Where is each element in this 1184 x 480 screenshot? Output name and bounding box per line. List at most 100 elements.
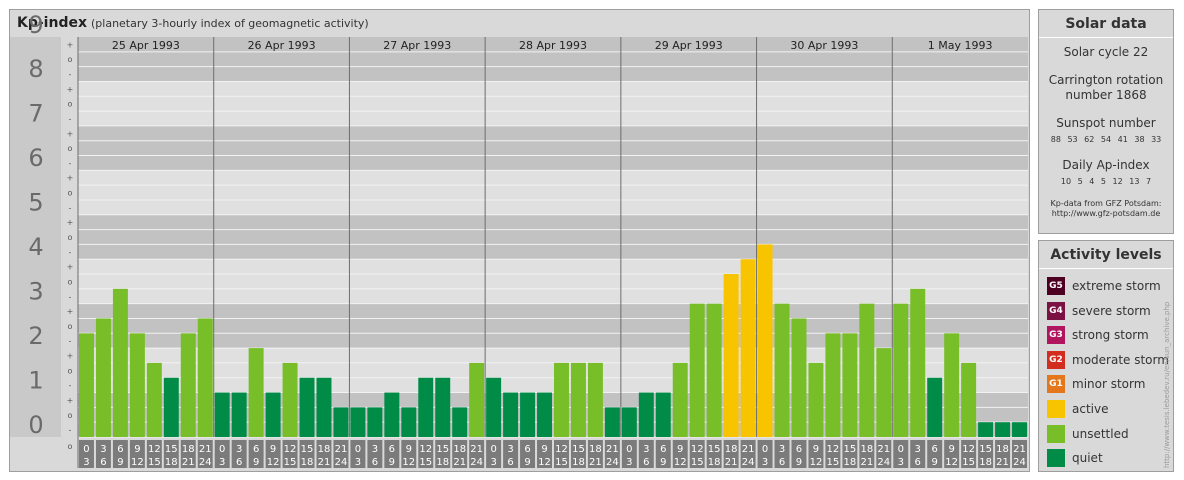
- interval-end-label: 6: [779, 457, 785, 468]
- interval-start-label: 6: [932, 444, 938, 455]
- interval-end-label: 9: [389, 457, 395, 468]
- interval-end-label: 12: [538, 457, 551, 468]
- interval-end-label: 3: [762, 457, 768, 468]
- interval-cell: [791, 440, 807, 468]
- kp-bar: [401, 407, 417, 437]
- interval-start-label: 12: [691, 444, 704, 455]
- kp-band: [78, 214, 1028, 260]
- y-axis-column: [10, 37, 61, 437]
- interval-end-label: 21: [996, 457, 1009, 468]
- interval-cell: [672, 440, 688, 468]
- interval-cell: [95, 440, 111, 468]
- legend-label: extreme storm: [1072, 279, 1161, 293]
- interval-cell: [859, 440, 875, 468]
- interval-start-label: 9: [948, 444, 954, 455]
- interval-end-label: 9: [796, 457, 802, 468]
- interval-end-label: 6: [915, 457, 921, 468]
- kp-bar: [808, 362, 824, 437]
- kp-bar: [825, 333, 841, 437]
- interval-cell: [435, 440, 451, 468]
- interval-end-label: 24: [742, 457, 755, 468]
- interval-end-label: 21: [725, 457, 738, 468]
- kp-band: [78, 81, 1028, 126]
- interval-end-label: 15: [555, 457, 568, 468]
- kp-bar: [570, 362, 586, 437]
- interval-cell: [163, 440, 179, 468]
- legend-swatch: G1: [1047, 375, 1065, 394]
- interval-cell: [655, 440, 671, 468]
- interval-end-label: 12: [810, 457, 823, 468]
- y-minor-tick-label: +: [67, 129, 74, 138]
- y-tick-label: 1: [28, 366, 43, 394]
- y-minor-tick-label: o: [68, 100, 73, 109]
- y-tick-label: 6: [28, 144, 43, 172]
- y-minor-tick-label: +: [67, 352, 74, 361]
- interval-start-label: 9: [813, 444, 819, 455]
- interval-cell: [367, 440, 383, 468]
- y-minor-tick-label: -: [69, 292, 72, 301]
- interval-cell: [112, 440, 128, 468]
- interval-cell: [129, 440, 145, 468]
- interval-start-label: 15: [979, 444, 992, 455]
- interval-cell: [570, 440, 586, 468]
- interval-start-label: 12: [284, 444, 297, 455]
- kp-bar: [927, 377, 943, 437]
- kp-bar: [435, 377, 451, 437]
- y-tick-label: 8: [28, 55, 43, 83]
- carrington-rotation-label: Carrington rotation: [1048, 73, 1164, 87]
- y-minor-tick-label: o: [68, 411, 73, 420]
- legend-label: moderate storm: [1072, 352, 1169, 367]
- kp-bar: [774, 303, 790, 437]
- interval-cell: [1012, 440, 1027, 468]
- y-minor-tick-label: +: [67, 307, 74, 316]
- interval-start-label: 21: [742, 444, 755, 455]
- interval-end-label: 18: [708, 457, 721, 468]
- interval-end-label: 21: [182, 457, 195, 468]
- interval-start-label: 12: [962, 444, 975, 455]
- interval-end-label: 24: [335, 457, 348, 468]
- interval-cell: [927, 440, 943, 468]
- interval-end-label: 24: [470, 457, 483, 468]
- day-label: 27 Apr 1993: [383, 39, 451, 52]
- interval-cell: [469, 440, 485, 468]
- kp-bar: [333, 407, 349, 437]
- interval-cell: [825, 440, 841, 468]
- solar-data-panel: Solar data Solar cycle 22 Carrington rot…: [1038, 9, 1174, 234]
- interval-end-label: 6: [507, 457, 513, 468]
- legend-item: G3 strong storm: [1047, 326, 1172, 346]
- legend-swatch: [1047, 400, 1065, 418]
- interval-cell: [995, 440, 1011, 468]
- interval-start-label: 6: [660, 444, 666, 455]
- interval-end-label: 18: [572, 457, 585, 468]
- interval-end-label: 15: [827, 457, 840, 468]
- kp-bar: [214, 392, 230, 437]
- interval-start-label: 0: [762, 444, 768, 455]
- legend-item: G5 extreme storm: [1047, 277, 1172, 297]
- y-minor-tick-label: o: [68, 233, 73, 242]
- interval-cell: [452, 440, 468, 468]
- interval-end-label: 3: [355, 457, 361, 468]
- kp-bar: [299, 377, 315, 437]
- kp-bar: [452, 407, 468, 437]
- interval-end-label: 21: [318, 457, 331, 468]
- y-tick-label: 7: [28, 100, 43, 128]
- interval-cell: [503, 440, 519, 468]
- ap-index-label: Daily Ap-index: [1062, 158, 1150, 172]
- interval-cell: [740, 440, 756, 468]
- kp-bar: [350, 407, 366, 437]
- divider: [1039, 268, 1173, 269]
- kp-bar: [961, 362, 977, 437]
- interval-start-label: 0: [355, 444, 361, 455]
- data-source-link[interactable]: http://www.gfz-potsdam.de: [1051, 209, 1161, 218]
- interval-cell: [79, 440, 94, 468]
- interval-end-label: 24: [877, 457, 890, 468]
- interval-cell: [604, 440, 620, 468]
- day-label: 25 Apr 1993: [112, 39, 180, 52]
- kp-index-chart-panel: Kp-index (planetary 3-hourly index of ge…: [9, 9, 1030, 472]
- interval-cell: [333, 440, 349, 468]
- interval-cell: [537, 440, 552, 468]
- kp-bar: [248, 348, 264, 437]
- legend-swatch: [1047, 424, 1065, 443]
- interval-start-label: 9: [677, 444, 683, 455]
- y-minor-tick-label: -: [69, 248, 72, 257]
